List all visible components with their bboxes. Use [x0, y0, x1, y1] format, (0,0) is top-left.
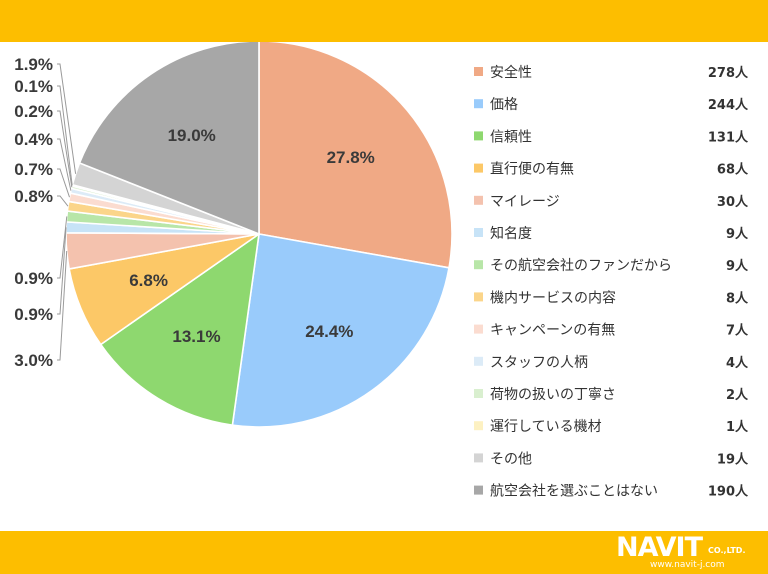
leader-line-4: [57, 250, 68, 361]
legend-value-0: 278人: [708, 65, 749, 81]
percent-labels: 27.8% 24.4% 13.1% 6.8% 19.0% 3.0% 0.9% 0.9% 0.8%…: [14, 55, 375, 370]
legend-value-9: 4人: [726, 355, 749, 371]
legend-swatch-12: [474, 453, 483, 463]
legend-label-7: 機内サービスの内容: [490, 289, 616, 306]
leader-line-7: [57, 195, 69, 207]
leader-line-11: [57, 85, 73, 186]
legend-swatch-6: [474, 260, 483, 270]
legend-value-4: 30人: [717, 194, 749, 210]
legend-value-7: 8人: [726, 290, 749, 306]
legend-value-13: 190人: [708, 484, 749, 500]
legend-swatch-4: [474, 195, 483, 205]
pie-slices: [65, 42, 453, 428]
logo-url: www.navit-j.com: [650, 560, 725, 570]
legend-swatch-0: [474, 67, 483, 76]
slice-label-11: 0.1%: [14, 77, 53, 96]
legend-label-6: その航空会社のファンだから: [490, 258, 672, 274]
pie-chart: 27.8% 24.4% 13.1% 6.8% 19.0% 3.0% 0.9% 0.9% 0.8%…: [14, 42, 749, 500]
legend-swatch-7: [474, 292, 483, 302]
legend-value-1: 244人: [708, 97, 749, 113]
slice-label-1: 24.4%: [305, 322, 353, 341]
legend-item: 運行している機材 1人: [474, 419, 749, 435]
logo-main-text: NAVIT: [616, 532, 703, 563]
slice-label-3: 6.8%: [129, 271, 168, 290]
legend-value-3: 68人: [717, 162, 749, 178]
legend-item: マイレージ 30人: [474, 194, 749, 210]
legend-label-9: スタッフの人柄: [490, 355, 588, 371]
legend-label-10: 荷物の扱いの丁寧さ: [490, 386, 616, 403]
legend-item: 安全性 278人: [474, 64, 749, 81]
legend-item: その他 19人: [474, 451, 749, 467]
slice-label-10: 0.2%: [14, 102, 53, 121]
slice-label-5: 0.9%: [14, 305, 53, 324]
legend-item: 価格 244人: [474, 97, 749, 113]
legend-value-5: 9人: [726, 226, 749, 242]
leader-line-9: [57, 138, 72, 191]
legend-item: その航空会社のファンだから 9人: [474, 258, 749, 274]
slice-label-6: 0.9%: [14, 269, 53, 288]
legend-swatch-1: [474, 99, 483, 109]
legend-label-3: 直行便の有無: [490, 161, 574, 178]
legend-label-11: 運行している機材: [490, 419, 602, 435]
pie-slice-1: [231, 233, 450, 428]
top-band: [0, 0, 768, 42]
navit-logo: NAVIT CO.,LTD. www.navit-j.com: [616, 533, 754, 573]
pie-slice-2: [99, 232, 261, 427]
legend-swatch-2: [474, 131, 483, 141]
legend-label-4: マイレージ: [490, 194, 560, 210]
legend-label-5: 知名度: [490, 225, 532, 242]
legend-swatch-10: [474, 389, 483, 398]
slice-label-2: 13.1%: [172, 327, 220, 346]
slice-label-12: 1.9%: [14, 55, 53, 74]
legend-swatch-13: [474, 485, 483, 495]
slice-label-4: 3.0%: [14, 351, 53, 370]
legend-swatch-3: [474, 163, 483, 173]
slice-label-13: 19.0%: [168, 126, 216, 145]
legend-item: 機内サービスの内容 8人: [474, 289, 749, 306]
logo-company-suffix: CO.,LTD.: [708, 546, 746, 555]
legend-value-12: 19人: [717, 451, 749, 467]
slice-label-0: 27.8%: [327, 148, 375, 167]
leader-line-6: [57, 216, 68, 279]
legend-label-1: 価格: [490, 97, 518, 113]
leader-line-10: [57, 110, 73, 188]
slice-label-9: 0.4%: [14, 130, 53, 149]
legend-item: 荷物の扱いの丁寧さ 2人: [474, 386, 749, 403]
legend-swatch-11: [474, 421, 483, 431]
legend-item: スタッフの人柄 4人: [474, 355, 749, 371]
legend-swatch-5: [474, 228, 483, 237]
legend-label-0: 安全性: [490, 64, 532, 81]
leader-line-8: [57, 168, 70, 198]
leader-line-12: [57, 63, 77, 174]
legend-swatch-9: [474, 356, 483, 366]
pie-slice-0: [258, 42, 453, 269]
legend-item: 航空会社を選ぶことはない 190人: [474, 484, 749, 500]
slice-label-7: 0.8%: [14, 187, 53, 206]
legend-item: キャンペーンの有無 7人: [474, 323, 749, 339]
legend-item: 直行便の有無 68人: [474, 161, 749, 178]
legend-label-8: キャンペーンの有無: [490, 323, 615, 339]
legend-value-10: 2人: [726, 387, 749, 403]
bottom-band: [0, 531, 768, 574]
leader-line-5: [57, 227, 67, 315]
legend-value-11: 1人: [726, 419, 749, 435]
legend-label-13: 航空会社を選ぶことはない: [490, 484, 658, 500]
legend-label-2: 信頼性: [490, 129, 532, 145]
legend-item: 知名度 9人: [474, 225, 749, 242]
leader-lines: [57, 63, 77, 361]
legend-item: 信頼性 131人: [474, 129, 749, 145]
legend-value-2: 131人: [708, 129, 749, 145]
pie-slice-13: [78, 42, 260, 236]
legend-value-6: 9人: [726, 258, 749, 274]
legend-swatch-8: [474, 324, 483, 334]
legend-label-12: その他: [490, 451, 532, 467]
legend-value-8: 7人: [726, 323, 749, 339]
slice-label-8: 0.7%: [14, 160, 53, 179]
